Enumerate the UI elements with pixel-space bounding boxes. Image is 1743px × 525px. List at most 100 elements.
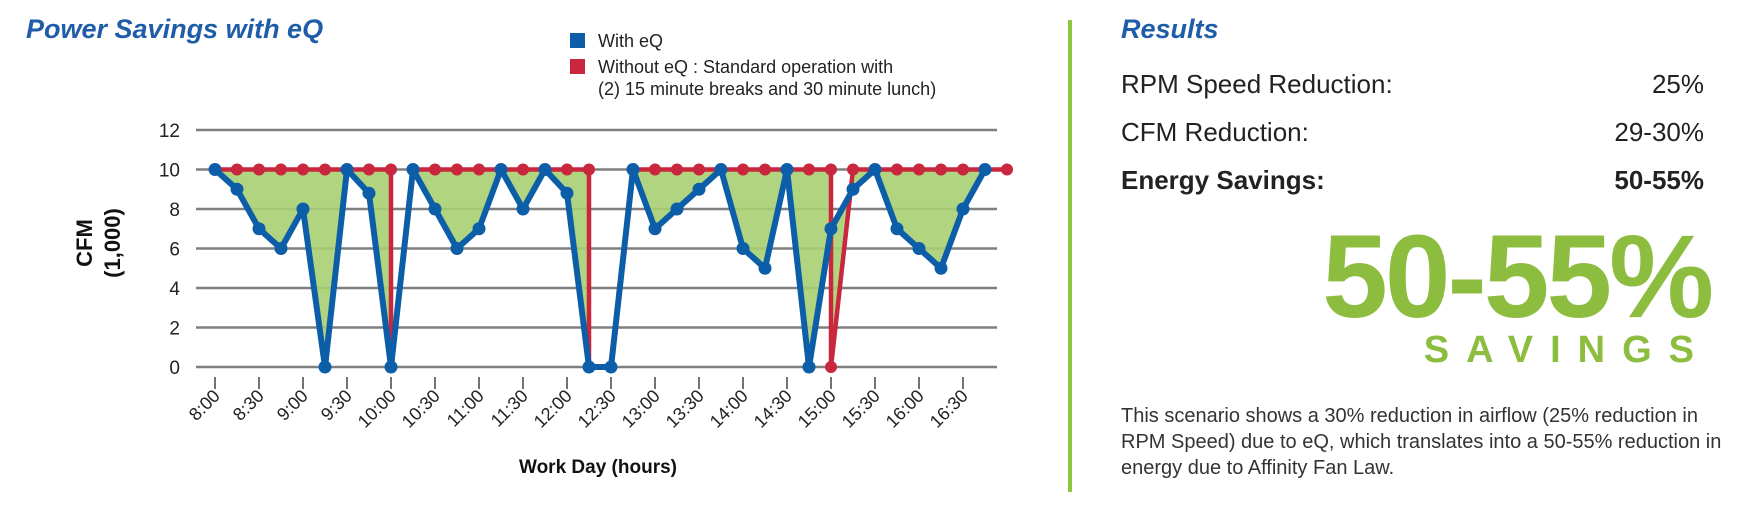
legend-label-without-eq: Without eQ : Standard operation with (598, 57, 894, 77)
point-with-eq (274, 242, 288, 255)
legend-label-with-eq: With eQ (598, 31, 664, 51)
y-axis-title: CFM (72, 219, 97, 267)
y-tick-label: 12 (159, 121, 180, 142)
point-without-eq (231, 163, 243, 176)
result-row-cfm: CFM Reduction: 29-30% (1121, 117, 1704, 148)
y-tick-label: 6 (169, 240, 180, 261)
point-with-eq (648, 222, 662, 236)
point-without-eq (297, 163, 309, 176)
x-tick-label: 13:30 (662, 386, 708, 432)
point-without-eq (583, 163, 595, 176)
point-with-eq (670, 202, 684, 216)
point-with-eq (428, 202, 442, 216)
x-tick-label: 9:30 (317, 386, 356, 425)
point-without-eq (693, 163, 705, 176)
result-row-energy: Energy Savings: 50-55% (1121, 165, 1704, 196)
results-title: Results (1121, 14, 1219, 44)
point-without-eq (451, 163, 463, 176)
point-without-eq (935, 163, 947, 176)
x-tick-label: 10:00 (354, 386, 400, 432)
point-without-eq (957, 163, 969, 176)
point-without-eq (737, 163, 749, 176)
result-value-rpm: 25% (1651, 69, 1704, 99)
point-without-eq (517, 163, 529, 176)
x-tick-label: 12:00 (530, 386, 576, 432)
result-value-cfm: 29-30% (1614, 117, 1704, 147)
point-with-eq (318, 360, 332, 374)
point-with-eq (868, 163, 882, 176)
point-without-eq (385, 163, 397, 176)
x-tick-label: 9:00 (273, 386, 312, 425)
legend-swatch-with-eq (570, 33, 585, 48)
point-with-eq (252, 222, 266, 236)
x-tick-label: 13:00 (618, 386, 664, 432)
point-without-eq (275, 163, 287, 176)
point-with-eq (450, 242, 464, 255)
x-tick-label: 15:00 (794, 386, 840, 432)
big-savings-caption: SAVINGS (1423, 329, 1711, 371)
y-tick-label: 2 (169, 319, 180, 340)
point-without-eq (1001, 163, 1013, 176)
x-tick-label: 11:30 (487, 386, 532, 431)
y-tick-label: 4 (169, 279, 180, 300)
y-tick-label: 0 (169, 358, 180, 379)
x-tick-label: 16:00 (882, 386, 928, 432)
point-with-eq (516, 202, 530, 216)
y-axis-title-unit: (1,000) (100, 208, 125, 278)
legend-swatch-without-eq (570, 59, 585, 74)
chart-legend: With eQ Without eQ : Standard operation … (570, 30, 936, 100)
point-with-eq (758, 261, 772, 275)
point-with-eq (692, 182, 706, 196)
section-divider (1068, 20, 1072, 492)
point-without-eq (847, 163, 859, 176)
line-chart: 0 2 4 6 8 10 12 8:00 8:30 9:00 9:3010:0010:3011:00… (72, 121, 1013, 478)
point-with-eq (846, 182, 860, 196)
point-without-eq (319, 163, 331, 176)
point-without-eq (473, 163, 485, 176)
big-savings-percent: 50-55% (1322, 211, 1714, 343)
point-without-eq (649, 163, 661, 176)
legend-item-without-eq: Without eQ : Standard operation with (570, 56, 936, 78)
x-tick-label: 16:30 (926, 386, 972, 432)
point-with-eq (560, 186, 574, 200)
result-label-rpm: RPM Speed Reduction: (1121, 69, 1393, 99)
y-tick-label: 10 (159, 161, 180, 182)
x-tick-label: 12:30 (574, 386, 620, 432)
point-without-eq (253, 163, 265, 176)
chart-title: Power Savings with eQ (26, 14, 324, 44)
point-without-eq (825, 163, 837, 176)
savings-area (215, 169, 1007, 367)
point-with-eq (604, 360, 618, 374)
point-with-eq (802, 360, 816, 374)
point-with-eq (736, 242, 750, 255)
x-tick-label: 14:00 (706, 386, 752, 432)
point-with-eq (472, 222, 486, 236)
point-with-eq (626, 163, 640, 176)
point-with-eq (362, 186, 376, 200)
point-with-eq (340, 163, 354, 176)
point-with-eq (890, 222, 904, 236)
point-without-eq (363, 163, 375, 176)
point-without-eq (671, 163, 683, 176)
point-with-eq (582, 360, 596, 374)
point-with-eq (780, 163, 794, 176)
point-without-eq (803, 163, 815, 176)
point-with-eq (230, 182, 244, 196)
point-with-eq (494, 163, 508, 176)
result-label-energy: Energy Savings: (1121, 165, 1325, 195)
x-tick-label: 8:30 (229, 386, 268, 425)
point-with-eq (978, 163, 992, 176)
point-with-eq (934, 261, 948, 275)
legend-item-with-eq: With eQ (570, 30, 936, 52)
legend-label-without-eq-line2: (2) 15 minute breaks and 30 minute lunch… (598, 79, 937, 99)
point-without-eq (759, 163, 771, 176)
point-with-eq (384, 360, 398, 374)
y-tick-label: 8 (169, 200, 180, 221)
results-description: This scenario shows a 30% reduction in a… (1121, 405, 1722, 479)
point-with-eq (912, 242, 926, 255)
point-with-eq (296, 202, 310, 216)
point-with-eq (538, 163, 552, 176)
x-tick-label: 8:00 (185, 386, 224, 425)
x-axis-title: Work Day (hours) (519, 457, 677, 478)
result-row-rpm: RPM Speed Reduction: 25% (1121, 69, 1704, 100)
